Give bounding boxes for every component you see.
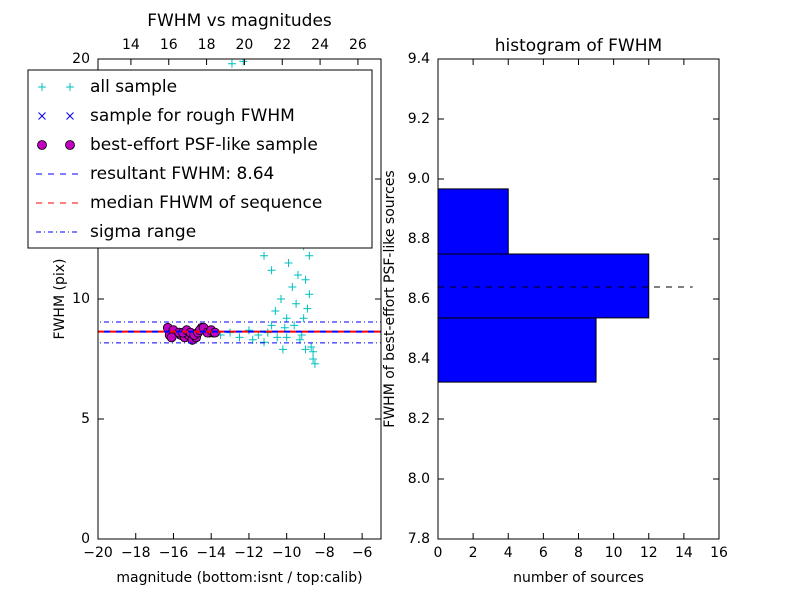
y-tick-label: 9.4 [408,51,430,67]
plus-marker [292,299,301,308]
plus-marker [301,345,310,354]
y-tick-label: 20 [72,51,90,67]
plot-frame [97,58,382,540]
x-tick-label: 12 [640,545,658,561]
plus-marker [66,83,74,91]
legend: all sample sample for rough FWHM best-effo… [27,69,373,249]
plus-marker [293,271,302,279]
legend-label: sample for rough FWHM [90,106,295,126]
plus-marker [290,321,299,330]
x-axis-label: number of sources [513,570,644,586]
legend-box [27,69,373,249]
x-tick-label: −20 [83,545,113,561]
plot-frame [437,58,720,540]
y-tick-label: 8.8 [408,231,430,247]
bar [437,253,650,319]
x-tick-label: −10 [272,545,302,561]
plus-marker [305,290,314,299]
circle-marker [65,140,75,150]
x-tick-label: 14 [675,545,693,561]
x-tick-label: −16 [159,545,189,561]
plus-marker [277,295,286,303]
x-tick-label: 4 [504,545,513,561]
x-tick-label: 8 [574,545,583,561]
y-tick-label: 8.4 [408,351,430,367]
plus-marker [271,307,280,315]
plus-marker [303,304,312,313]
plus-marker [282,314,291,323]
x-marker [66,112,74,120]
plus-marker [299,314,308,323]
plus-marker [305,251,314,260]
bar [437,188,509,255]
x-tick-label: 0 [434,545,443,561]
circle-marker [37,140,47,150]
plot-layer [98,59,381,368]
bar [437,317,597,383]
x-axis-label: magnitude (bottom:isnt / top:calib) [116,570,362,586]
y-tick-label: 8.0 [408,471,430,487]
circle-marker [166,332,177,343]
y-tick-label: 8.2 [408,411,430,427]
top-tick-label: 18 [198,37,216,53]
plus-marker [244,326,253,335]
top-tick-label: 26 [349,37,367,53]
top-tick-label: 22 [273,37,291,53]
plus-marker [310,359,319,368]
top-tick-label: 14 [122,37,140,53]
legend-label: resultant FWHM: 8.64 [90,164,274,184]
y-axis-label: FWHM of best-effort PSF-like sources [382,170,398,427]
plus-marker [227,59,236,68]
plus-marker [288,283,297,291]
x-tick-label: 2 [469,545,478,561]
plus-marker [284,259,293,267]
plus-marker [38,83,46,91]
legend-label: best-effort PSF-like sample [90,135,318,155]
plus-marker [260,338,269,347]
y-tick-label: 7.8 [408,531,430,547]
plus-marker [235,333,244,342]
y-tick-label: 9.0 [408,171,430,187]
x-tick-label: −12 [234,545,264,561]
x-tick-label: 6 [539,545,548,561]
plus-marker [239,59,248,66]
plus-marker [301,275,310,284]
x-tick-label: −6 [352,545,373,561]
top-tick-label: 20 [236,37,254,53]
y-tick-label: 10 [72,291,90,307]
plus-marker [282,333,291,342]
y-tick-label: 9.2 [408,111,430,127]
plus-marker [309,355,318,363]
plus-marker [307,343,316,351]
y-tick-label: 8.6 [408,291,430,307]
x-tick-label: −8 [314,545,335,561]
x-tick-label: −14 [196,545,226,561]
y-tick-label: 5 [81,411,90,427]
x-tick-label: −18 [121,545,151,561]
x-tick-label: 16 [710,545,728,561]
plus-marker [273,333,282,342]
plus-marker [278,345,287,354]
legend-label: median FHWM of sequence [90,193,322,213]
chart-title: FWHM vs magnitudes [147,11,332,31]
legend-label: all sample [90,77,177,97]
y-axis-label: FWHM (pix) [52,259,68,340]
x-marker [38,112,46,120]
plus-marker [280,323,289,332]
plus-marker [267,266,276,275]
plus-marker [267,321,276,330]
x-tick-label: 10 [605,545,623,561]
chart-title: histogram of FWHM [495,36,662,56]
top-tick-label: 24 [311,37,329,53]
plus-marker [260,251,269,260]
legend-label: sigma range [90,222,196,242]
top-tick-label: 16 [160,37,178,53]
y-tick-label: 0 [81,531,90,547]
plus-marker [309,347,318,356]
